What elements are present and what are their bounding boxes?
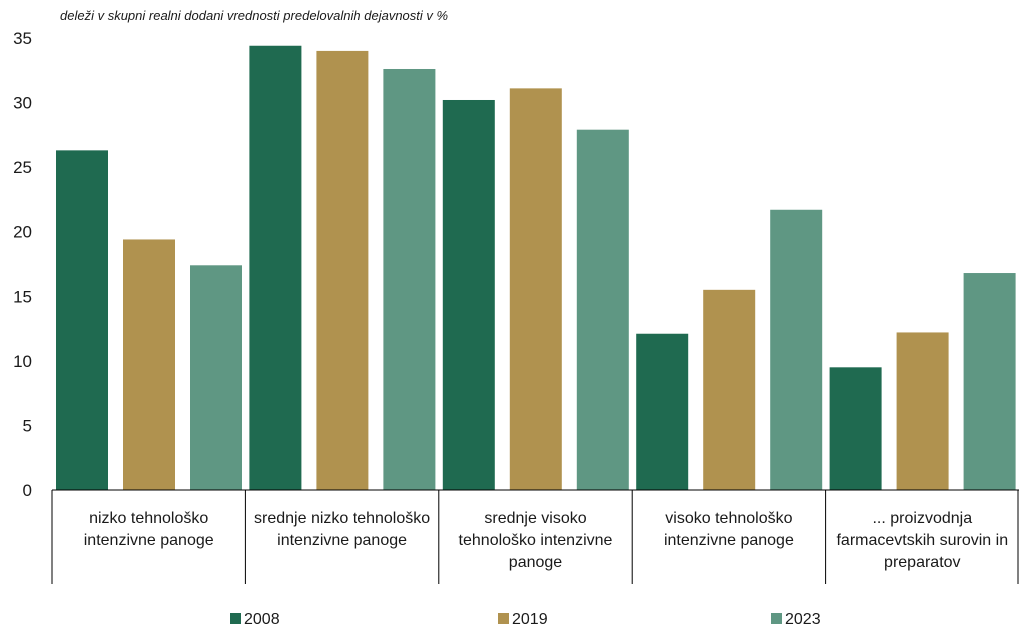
y-tick-label: 25 <box>13 158 32 177</box>
legend-label-2023: 2023 <box>785 611 821 627</box>
bar-2019-4 <box>703 289 756 490</box>
category-label: ... proizvodnja <box>872 510 972 527</box>
legend-swatch-2023 <box>771 613 782 624</box>
category-label: srednje visoko <box>484 510 586 527</box>
bar-2019-2 <box>316 50 369 491</box>
bar-2023-2 <box>383 68 436 490</box>
bar-2008-3 <box>442 99 495 490</box>
y-tick-label: 35 <box>13 29 32 48</box>
bar-2008-2 <box>249 45 302 491</box>
category-label: farmacevtskih surovin in <box>836 532 1008 549</box>
y-tick-label: 30 <box>13 94 32 113</box>
bar-2008-1 <box>56 150 108 490</box>
bar-2008-4 <box>636 333 689 490</box>
y-tick-label: 15 <box>13 287 32 306</box>
category-label: intenzivne panoge <box>664 532 794 549</box>
legend: 2008 2019 2023 <box>230 611 821 627</box>
bar-2019-1 <box>123 239 175 490</box>
bar-2023-3 <box>576 129 629 491</box>
category-label: nizko tehnološko <box>89 510 208 527</box>
category-labels: nizko tehnološko intenzivne panoge srednje… <box>84 510 1008 571</box>
category-label: intenzivne panoge <box>84 532 214 549</box>
bar-2008-5 <box>829 367 882 490</box>
bar-2023-1 <box>190 265 242 490</box>
category-label: preparatov <box>884 554 961 571</box>
category-label: srednje nizko tehnološko <box>254 510 430 527</box>
legend-label-2019: 2019 <box>512 611 548 627</box>
bars <box>56 45 1016 491</box>
bar-2019-5 <box>896 332 949 490</box>
bar-2019-3 <box>509 88 562 490</box>
legend-label-2008: 2008 <box>244 611 280 627</box>
bar-2023-5 <box>963 273 1016 490</box>
category-label: panoge <box>509 554 562 571</box>
category-label: tehnološko intenzivne <box>459 532 613 549</box>
bar-2023-4 <box>770 209 823 490</box>
category-label: intenzivne panoge <box>277 532 407 549</box>
y-tick-label: 0 <box>23 481 32 500</box>
y-tick-label: 20 <box>13 223 32 242</box>
y-axis-ticks: 0 5 10 15 20 25 30 35 <box>13 29 32 500</box>
y-tick-label: 10 <box>13 352 32 371</box>
legend-swatch-2019 <box>498 613 509 624</box>
legend-swatch-2008 <box>230 613 241 624</box>
axes <box>51 489 1019 584</box>
category-label: visoko tehnološko <box>665 510 792 527</box>
y-axis-title: deleži v skupni realni dodani vrednosti … <box>60 8 448 23</box>
y-tick-label: 5 <box>23 416 32 435</box>
